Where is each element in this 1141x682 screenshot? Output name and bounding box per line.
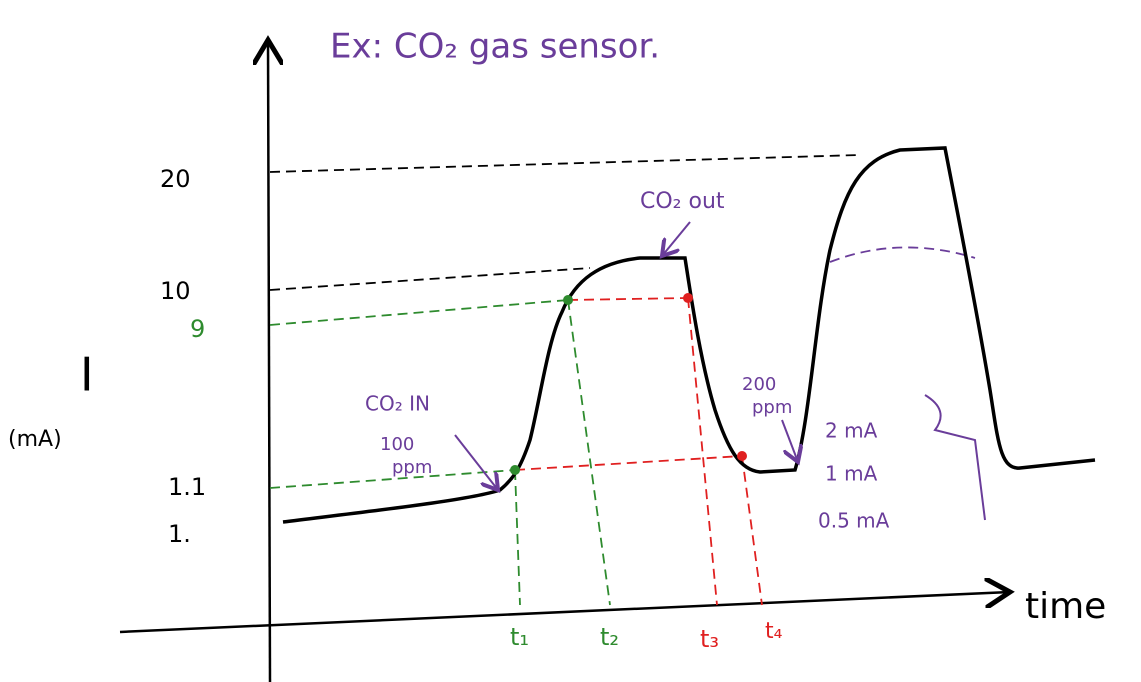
title: Ex: CO₂ gas sensor. (330, 27, 660, 67)
x-label: time (1025, 586, 1106, 627)
annotation: ppm (392, 457, 432, 478)
x-axis (120, 592, 1010, 632)
y-symbol: I (80, 348, 94, 402)
y-label: 20 (160, 165, 191, 193)
annotation: 0.5 mA (818, 509, 890, 533)
annotation: CO₂ out (640, 189, 725, 214)
time-label: t₁ (510, 623, 529, 651)
time-label: t₃ (700, 625, 719, 653)
annotation: CO₂ IN (365, 392, 430, 416)
annotation: 200 (742, 374, 776, 395)
y-label: 1. (168, 520, 191, 548)
annotation: 1 mA (825, 462, 878, 486)
guides (270, 155, 975, 605)
annotation-arrows (455, 222, 985, 520)
annotation: 100 (380, 434, 414, 455)
annotation: ppm (752, 397, 792, 418)
points (510, 293, 747, 475)
y-label: 10 (160, 277, 191, 305)
diagram: Ex: CO₂ gas sensor. 20 10 9 1.1 1. I (mA… (0, 0, 1141, 682)
y-axis (268, 40, 270, 682)
y-unit: (mA) (8, 427, 62, 452)
y-label: 9 (190, 315, 205, 343)
y-label: 1.1 (168, 473, 206, 501)
time-label: t₂ (600, 623, 619, 651)
time-label: t₄ (765, 619, 783, 644)
annotation: 2 mA (825, 419, 878, 443)
